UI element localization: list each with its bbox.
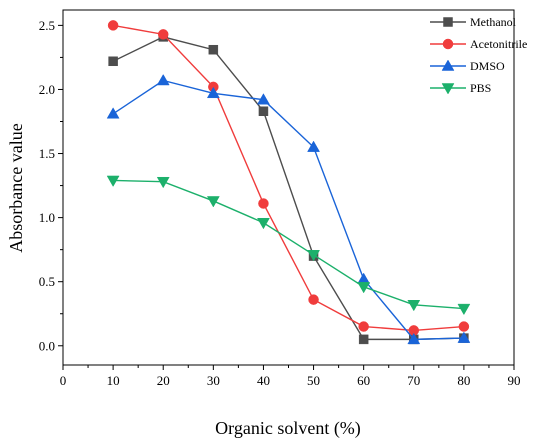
x-tick-label: 20 bbox=[157, 373, 170, 388]
x-axis-ticks: 0 10 20 30 40 50 60 70 80 90 bbox=[60, 365, 521, 388]
data-point bbox=[357, 272, 371, 284]
data-point bbox=[358, 321, 369, 332]
data-point bbox=[157, 29, 169, 40]
data-point bbox=[156, 176, 170, 189]
data-point bbox=[307, 250, 320, 262]
legend-label: Methanol bbox=[470, 15, 517, 29]
data-point bbox=[308, 294, 319, 305]
legend-item: DMSO bbox=[430, 59, 505, 73]
data-point bbox=[208, 44, 219, 55]
y-axis-title: Absorbance value bbox=[6, 123, 26, 252]
data-point bbox=[257, 217, 270, 230]
x-tick-label: 0 bbox=[60, 373, 67, 388]
data-point bbox=[457, 331, 471, 343]
series-line bbox=[112, 36, 464, 341]
data-point bbox=[107, 20, 119, 31]
legend-item: Acetonitrile bbox=[430, 37, 527, 51]
y-axis-ticks: 0.0 0.5 1.0 1.5 2.0 2.5 bbox=[39, 18, 63, 353]
series-layer bbox=[106, 20, 471, 345]
data-point bbox=[258, 106, 269, 116]
x-tick-label: 70 bbox=[407, 373, 420, 388]
y-tick-label: 2.0 bbox=[39, 82, 55, 97]
data-point bbox=[458, 321, 470, 332]
x-axis-title: Organic solvent (%) bbox=[215, 418, 361, 439]
data-point bbox=[307, 140, 320, 152]
data-point bbox=[206, 86, 220, 99]
x-tick-label: 80 bbox=[457, 373, 470, 388]
legend-item: PBS bbox=[430, 81, 491, 95]
data-point bbox=[457, 303, 471, 316]
legend-marker bbox=[441, 83, 455, 95]
y-tick-label: 1.0 bbox=[39, 210, 55, 225]
legend-item: Methanol bbox=[430, 15, 517, 29]
legend: Methanol Acetonitrile DMSO PBS bbox=[430, 15, 527, 95]
legend-marker bbox=[442, 38, 454, 50]
data-point bbox=[358, 334, 369, 345]
series-dmso bbox=[106, 73, 471, 345]
series-pbs bbox=[106, 175, 471, 316]
legend-label: DMSO bbox=[470, 59, 505, 73]
y-tick-label: 2.5 bbox=[39, 18, 55, 33]
data-point bbox=[106, 107, 120, 119]
data-point bbox=[357, 282, 371, 294]
data-point bbox=[258, 198, 269, 209]
legend-label: PBS bbox=[470, 81, 491, 95]
data-point bbox=[407, 300, 421, 312]
data-point bbox=[108, 56, 118, 67]
y-tick-label: 1.5 bbox=[39, 146, 55, 161]
y-tick-label: 0.0 bbox=[39, 338, 55, 353]
data-point bbox=[407, 332, 421, 345]
series-line bbox=[113, 179, 464, 310]
legend-label: Acetonitrile bbox=[470, 37, 527, 51]
x-tick-label: 10 bbox=[107, 373, 120, 388]
data-point bbox=[156, 73, 170, 86]
data-point bbox=[106, 175, 120, 187]
legend-marker bbox=[441, 59, 455, 71]
series-line bbox=[112, 79, 464, 341]
x-tick-label: 90 bbox=[508, 373, 521, 388]
y-tick-label: 0.5 bbox=[39, 274, 55, 289]
data-point bbox=[257, 93, 270, 105]
data-point bbox=[206, 196, 220, 208]
x-tick-label: 50 bbox=[307, 373, 320, 388]
legend-marker bbox=[443, 17, 453, 27]
x-tick-label: 30 bbox=[207, 373, 220, 388]
x-tick-label: 60 bbox=[357, 373, 370, 388]
x-tick-label: 40 bbox=[257, 373, 270, 388]
